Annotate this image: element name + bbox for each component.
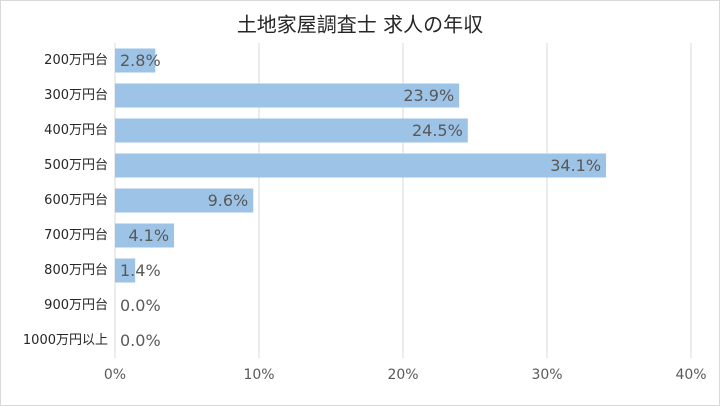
x-tick-label: 40% <box>675 367 706 383</box>
x-tick-label: 30% <box>531 367 562 383</box>
x-tick-label: 0% <box>104 367 126 383</box>
y-tick-label: 900万円台 <box>44 298 108 313</box>
bar <box>115 48 156 73</box>
value-label: 0.0% <box>120 296 161 315</box>
value-label: 1.4% <box>120 261 161 280</box>
y-tick-label: 400万円台 <box>44 123 108 138</box>
bar <box>115 83 460 108</box>
bar <box>115 188 254 213</box>
value-label: 9.6% <box>208 191 249 210</box>
bar <box>115 258 136 283</box>
x-tick-label: 10% <box>243 367 274 383</box>
bar <box>115 223 175 248</box>
value-label: 24.5% <box>412 121 463 140</box>
y-tick-label: 200万円台 <box>44 53 108 68</box>
y-tick-label: 1000万円以上 <box>23 333 108 348</box>
value-label: 2.8% <box>120 51 161 70</box>
value-label: 0.0% <box>120 331 161 350</box>
value-label: 4.1% <box>128 226 169 245</box>
value-label: 34.1% <box>550 156 601 175</box>
bar <box>115 153 607 178</box>
y-tick-label: 300万円台 <box>44 88 108 103</box>
y-tick-label: 500万円台 <box>44 158 108 173</box>
value-label: 23.9% <box>403 86 454 105</box>
chart-title: 土地家屋調査士 求人の年収 <box>237 13 483 37</box>
x-tick-label: 20% <box>387 367 418 383</box>
y-tick-label: 700万円台 <box>44 228 108 243</box>
bar <box>115 118 468 143</box>
y-tick-label: 800万円台 <box>44 263 108 278</box>
y-tick-label: 600万円台 <box>44 193 108 208</box>
